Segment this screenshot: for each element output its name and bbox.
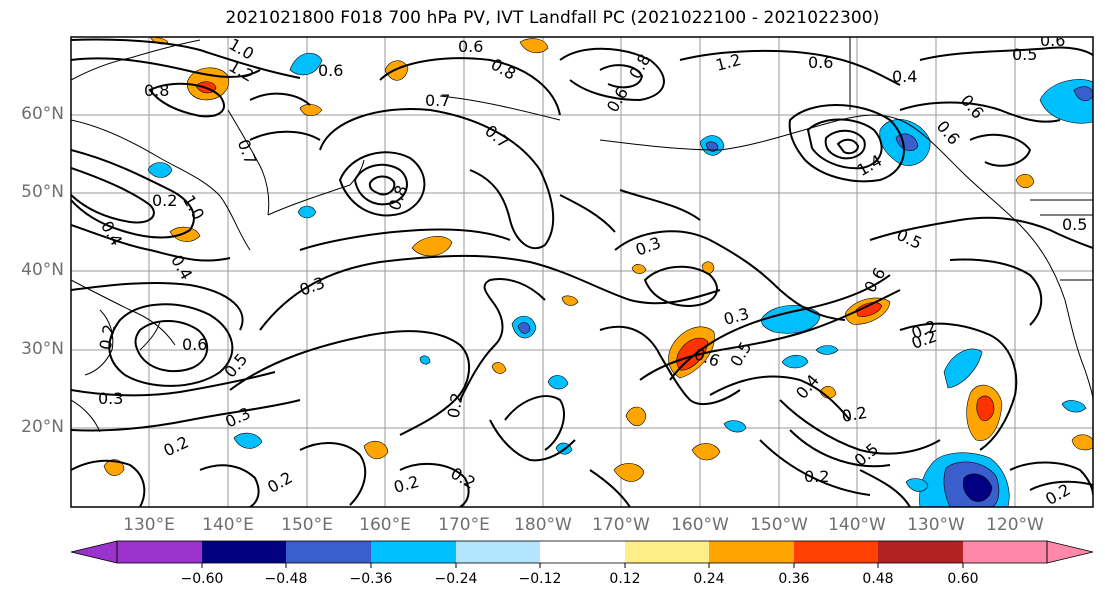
colorbar-tick-label: 0.24 [693,571,725,587]
shade-orange [384,60,409,81]
map-area: 1.0 1.2 0.8 0.6 0.6 0.8 0.7 0.6 1.2 0.6 … [71,31,1093,507]
colorbar-bin [625,541,709,563]
lon-label: 160°E [359,515,411,535]
lon-label: 160°W [671,515,729,535]
lon-label: 130°W [907,515,965,535]
shade-lightblue [297,205,317,219]
shade-orange [299,104,323,117]
colorbar-bin [117,541,202,563]
colorbar-bin [202,541,286,563]
colorbar-tick-label: 0.12 [609,571,641,587]
shade-orange [363,440,389,460]
shade-blue [1073,86,1093,102]
lon-label: 150°E [281,515,333,535]
contour-label: 0.2 [444,391,467,419]
shade-orange [691,443,721,461]
lon-label: 180°W [514,515,572,535]
shade-lightblue [815,345,839,355]
lon-label: 120°W [986,515,1044,535]
contour-label: 0.6 [1040,31,1065,50]
shade-blue [705,141,719,152]
colorbar-min-arrow [70,540,118,564]
shade-navy [962,473,993,502]
colorbar-bin [794,541,878,563]
shade-orange [625,406,647,427]
shade-blue [517,322,531,334]
lat-label: 50°N [21,182,64,202]
colorbar-tick-label: −0.60 [180,571,224,587]
shade-lightblue [723,420,747,433]
shade-orange [519,38,549,54]
contour-label: 0.7 [425,91,450,110]
contour-label: 0.3 [98,389,123,408]
shade-orange [411,236,453,257]
shade-orange [169,226,201,242]
shade-orange [1015,173,1035,189]
colorbar-tick-label: 0.60 [947,571,979,587]
lat-label: 20°N [21,417,64,437]
lon-label: 130°E [123,515,175,535]
shade-lightblue [289,52,323,76]
lon-label: 170°W [592,515,650,535]
shade-red [976,395,995,422]
contour-label: 0.6 [318,61,343,80]
lat-label: 40°N [21,260,64,280]
shade-red [855,302,883,317]
colorbar-bin [456,541,540,563]
shade-lightblue [147,162,173,178]
contour-label: 0.5 [1012,45,1037,64]
shade-red [676,337,709,371]
lon-label: 170°E [438,515,490,535]
colorbar-bin [709,541,794,563]
colorbar-bin [540,541,625,563]
shade-orange [613,463,645,482]
shade-lightblue [419,355,431,365]
contour-label: 0.2 [840,403,868,426]
colorbar-tick-label: −0.12 [518,571,562,587]
colorbar-bin [963,541,1047,563]
contour-label: 0.6 [808,53,833,72]
shade-orange [561,295,579,306]
shade-lightblue [905,478,929,492]
lon-label: 140°W [828,515,886,535]
lat-label: 60°N [21,104,64,124]
colorbar-max-arrow [1046,540,1094,564]
colorbar-tick-label: −0.48 [264,571,308,587]
shade-lightblue [781,354,809,369]
pv-contours [71,38,1093,507]
contour-label: 0.5 [1062,215,1087,234]
shade-orange [631,264,647,274]
contour-label: 0.4 [892,67,917,86]
map-frame [70,36,1094,508]
colorbar [70,540,1094,568]
shade-lightblue [761,305,821,334]
shade-orange [491,362,507,374]
contour-label: 0.8 [144,81,169,100]
contour-label: 0.2 [152,191,177,210]
lon-label: 150°W [750,515,808,535]
contour-label: 0.6 [182,335,207,354]
colorbar-tick-label: 0.36 [778,571,810,587]
colorbar-bin [286,541,371,563]
contour-label: 0.2 [96,323,119,351]
shade-lightblue [547,375,569,390]
colorbar-bin [878,541,963,563]
colorbar-tick-label: −0.36 [349,571,393,587]
shade-lightblue [943,348,983,389]
lat-label: 30°N [21,339,64,359]
lon-label: 140°E [202,515,254,535]
contour-label: 0.2 [804,467,829,486]
shade-lightblue [1061,400,1087,413]
shade-lightblue [233,432,263,449]
coastlines [71,37,1093,433]
shade-orange [1071,434,1093,451]
colorbar-tick-label: 0.48 [862,571,894,587]
contour-label: 0.6 [458,37,483,56]
figure-title: 2021021800 F018 700 hPa PV, IVT Landfall… [225,8,880,28]
colorbar-bin [371,541,456,563]
colorbar-tick-label: −0.24 [434,571,478,587]
